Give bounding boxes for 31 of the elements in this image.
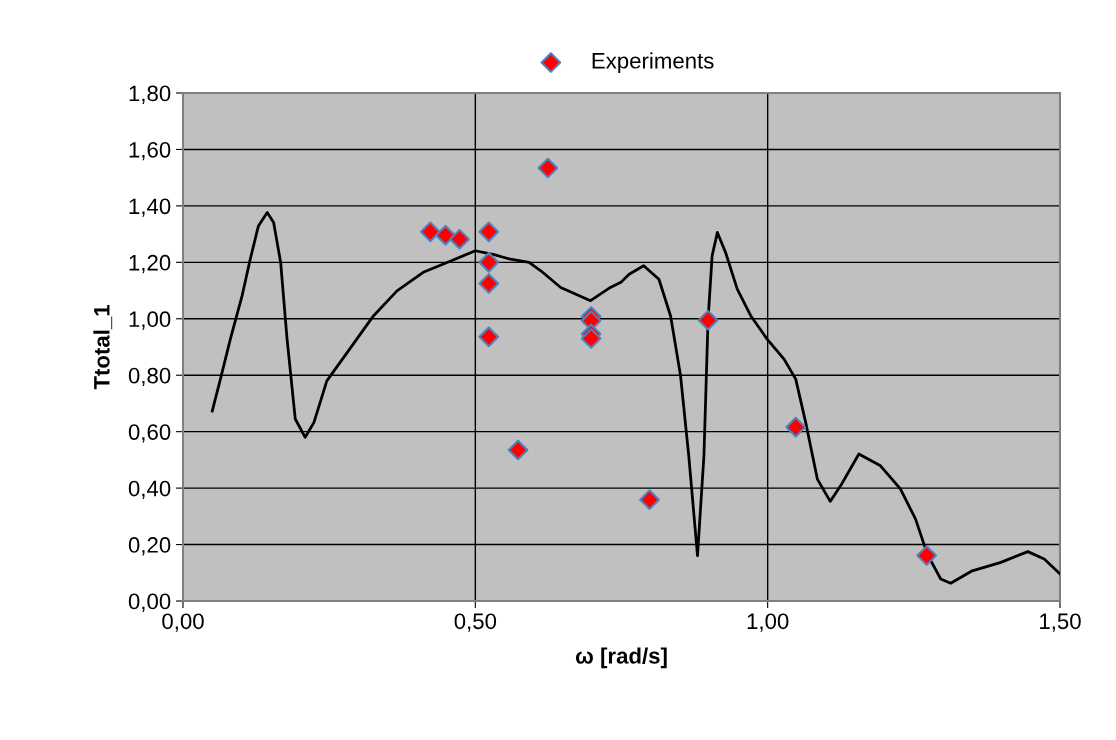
y-tick-label: 1,60 [129, 141, 171, 161]
x-tick-label: 1,50 [1040, 613, 1081, 632]
y-tick-label: 1,00 [129, 311, 171, 330]
y-tick-label: 0,00 [128, 593, 171, 612]
point [507, 439, 529, 461]
point [449, 228, 470, 250]
point [537, 157, 559, 179]
point [478, 326, 500, 348]
y-tick-label: 1,20 [129, 254, 171, 274]
point [916, 545, 938, 566]
y-tick-label: 1,80 [129, 85, 171, 104]
y-axis-title: Ttotal_1 [93, 305, 113, 390]
point [435, 224, 456, 246]
y-tick-label: 0,20 [128, 537, 171, 556]
x-axis-title: ω [rad/s] [575, 647, 667, 669]
y-tick-label: 1,40 [129, 198, 171, 217]
point [419, 221, 441, 243]
point [697, 309, 719, 331]
x-tick-label: 0,00 [162, 613, 204, 632]
legend-label: Experiments [592, 52, 714, 73]
y-tick-label: 0,40 [128, 480, 171, 500]
point [580, 328, 602, 349]
y-tick-label: 0,80 [128, 367, 171, 387]
point [478, 251, 500, 273]
y-tick-label: 0,60 [128, 424, 171, 443]
point [639, 489, 660, 511]
point [478, 273, 500, 294]
x-tick-label: 1,00 [747, 613, 789, 632]
point [478, 221, 500, 243]
x-tick-label: 0,50 [454, 613, 497, 632]
point [785, 416, 807, 438]
